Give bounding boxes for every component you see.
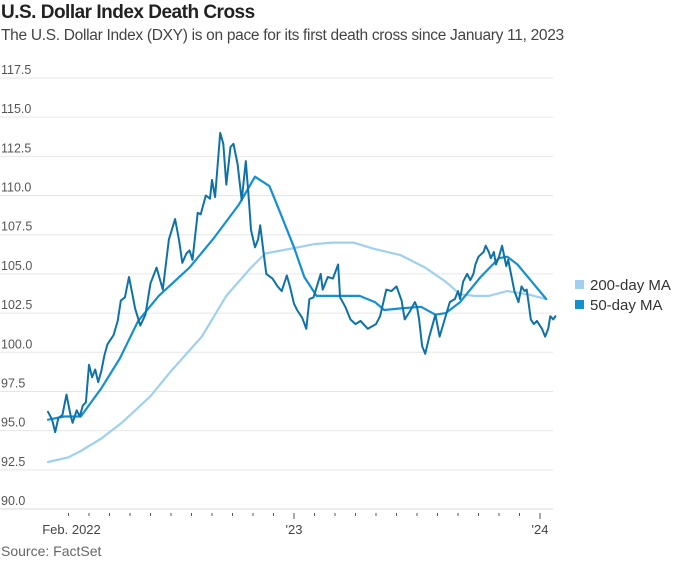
y-tick-label: 100.0 bbox=[1, 337, 32, 351]
series-line-price bbox=[47, 131, 557, 434]
y-tick-label: 105.0 bbox=[1, 259, 32, 273]
y-tick-label: 90.0 bbox=[1, 494, 25, 508]
y-tick-label: 107.5 bbox=[1, 220, 32, 234]
x-tick-label: '23 bbox=[286, 522, 303, 537]
legend-swatch bbox=[575, 300, 584, 309]
y-tick-label: 102.5 bbox=[1, 298, 32, 312]
x-tick-label: '24 bbox=[532, 522, 549, 537]
legend-label: 50-day MA bbox=[590, 297, 663, 314]
y-tick-label: 112.5 bbox=[1, 141, 31, 155]
y-tick-label: 95.0 bbox=[1, 416, 25, 430]
x-axis: Feb. 2022 '23 '24 bbox=[42, 513, 548, 537]
series-line-ma200 bbox=[46, 241, 548, 464]
legend-label: 200-day MA bbox=[590, 277, 671, 294]
y-tick-label: 117.5 bbox=[1, 63, 31, 77]
y-tick-label: 115.0 bbox=[1, 102, 31, 116]
y-axis: 90.0 92.5 95.0 97.5 100.0 102.5 105.0 107.5 110.… bbox=[1, 63, 32, 508]
x-tick-label: Feb. 2022 bbox=[42, 522, 101, 537]
source-note: Source: FactSet bbox=[1, 543, 102, 559]
chart-subtitle: The U.S. Dollar Index (DXY) is on pace f… bbox=[1, 27, 564, 44]
y-tick-label: 97.5 bbox=[1, 376, 25, 390]
legend: 200-day MA 50-day MA bbox=[575, 277, 671, 314]
gridlines bbox=[0, 77, 553, 510]
y-tick-label: 92.5 bbox=[1, 455, 25, 469]
legend-swatch bbox=[575, 280, 584, 289]
chart-title: U.S. Dollar Index Death Cross bbox=[1, 2, 255, 23]
y-tick-label: 110.0 bbox=[1, 181, 31, 195]
plot-lines bbox=[46, 131, 557, 464]
